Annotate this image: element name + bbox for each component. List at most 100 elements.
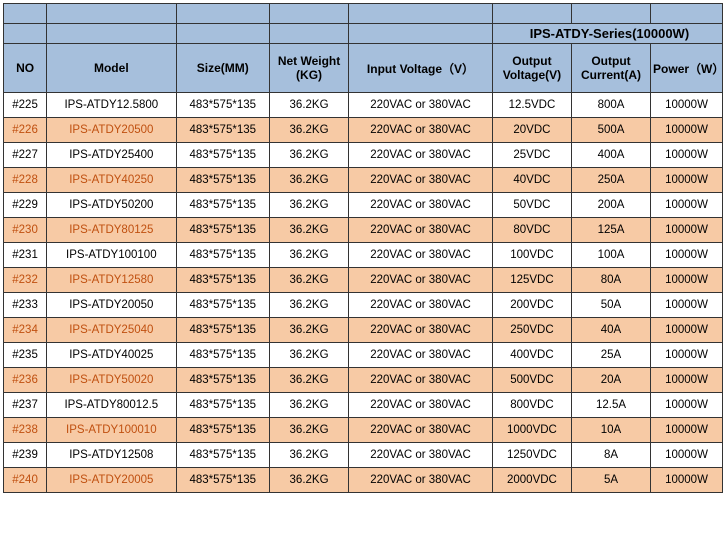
cell-power: 10000W	[651, 93, 723, 118]
cell-output-current: 500A	[571, 118, 650, 143]
cell-no: #228	[4, 168, 47, 193]
cell-model: IPS-ATDY20005	[47, 468, 176, 493]
cell-no: #226	[4, 118, 47, 143]
cell-size: 483*575*135	[176, 243, 269, 268]
cell-model: IPS-ATDY100100	[47, 243, 176, 268]
cell-size: 483*575*135	[176, 218, 269, 243]
cell-output-current: 8A	[571, 443, 650, 468]
table-row: #236IPS-ATDY50020483*575*13536.2KG220VAC…	[4, 368, 723, 393]
cell-weight: 36.2KG	[270, 243, 349, 268]
cell-weight: 36.2KG	[270, 443, 349, 468]
cell-output-current: 12.5A	[571, 393, 650, 418]
cell-size: 483*575*135	[176, 443, 269, 468]
cell-output-voltage: 1250VDC	[492, 443, 571, 468]
cell-no: #235	[4, 343, 47, 368]
cell-weight: 36.2KG	[270, 93, 349, 118]
col-header-input-voltage: Input Voltage（V）	[349, 44, 493, 93]
cell-model: IPS-ATDY40250	[47, 168, 176, 193]
cell-power: 10000W	[651, 368, 723, 393]
cell-no: #229	[4, 193, 47, 218]
cell-weight: 36.2KG	[270, 293, 349, 318]
blank-header-row	[4, 4, 723, 24]
table-row: #234IPS-ATDY25040483*575*13536.2KG220VAC…	[4, 318, 723, 343]
cell-model: IPS-ATDY50200	[47, 193, 176, 218]
cell-power: 10000W	[651, 443, 723, 468]
series-title-row: IPS-ATDY-Series(10000W)	[4, 24, 723, 44]
cell-weight: 36.2KG	[270, 393, 349, 418]
cell-power: 10000W	[651, 193, 723, 218]
cell-size: 483*575*135	[176, 393, 269, 418]
cell-model: IPS-ATDY40025	[47, 343, 176, 368]
col-header-output-current: Output Current(A)	[571, 44, 650, 93]
cell-input-voltage: 220VAC or 380VAC	[349, 218, 493, 243]
col-header-power: Power（W）	[651, 44, 723, 93]
cell-output-current: 80A	[571, 268, 650, 293]
cell-power: 10000W	[651, 393, 723, 418]
cell-no: #240	[4, 468, 47, 493]
cell-weight: 36.2KG	[270, 218, 349, 243]
cell-output-voltage: 40VDC	[492, 168, 571, 193]
col-header-weight: Net Weight (KG)	[270, 44, 349, 93]
cell-model: IPS-ATDY12580	[47, 268, 176, 293]
cell-input-voltage: 220VAC or 380VAC	[349, 293, 493, 318]
table-row: #228IPS-ATDY40250483*575*13536.2KG220VAC…	[4, 168, 723, 193]
cell-size: 483*575*135	[176, 468, 269, 493]
col-header-model: Model	[47, 44, 176, 93]
cell-size: 483*575*135	[176, 143, 269, 168]
cell-no: #232	[4, 268, 47, 293]
cell-output-current: 125A	[571, 218, 650, 243]
cell-output-current: 40A	[571, 318, 650, 343]
cell-size: 483*575*135	[176, 93, 269, 118]
cell-size: 483*575*135	[176, 193, 269, 218]
table-row: #231IPS-ATDY100100483*575*13536.2KG220VA…	[4, 243, 723, 268]
cell-input-voltage: 220VAC or 380VAC	[349, 118, 493, 143]
cell-output-voltage: 250VDC	[492, 318, 571, 343]
cell-size: 483*575*135	[176, 343, 269, 368]
cell-no: #225	[4, 93, 47, 118]
cell-output-voltage: 200VDC	[492, 293, 571, 318]
cell-no: #231	[4, 243, 47, 268]
cell-weight: 36.2KG	[270, 118, 349, 143]
series-title: IPS-ATDY-Series(10000W)	[492, 24, 722, 44]
cell-model: IPS-ATDY12508	[47, 443, 176, 468]
cell-weight: 36.2KG	[270, 268, 349, 293]
cell-model: IPS-ATDY100010	[47, 418, 176, 443]
cell-no: #227	[4, 143, 47, 168]
cell-output-voltage: 800VDC	[492, 393, 571, 418]
cell-input-voltage: 220VAC or 380VAC	[349, 268, 493, 293]
cell-output-voltage: 500VDC	[492, 368, 571, 393]
cell-size: 483*575*135	[176, 418, 269, 443]
cell-model: IPS-ATDY25040	[47, 318, 176, 343]
table-row: #227IPS-ATDY25400483*575*13536.2KG220VAC…	[4, 143, 723, 168]
cell-weight: 36.2KG	[270, 318, 349, 343]
cell-power: 10000W	[651, 118, 723, 143]
cell-input-voltage: 220VAC or 380VAC	[349, 93, 493, 118]
cell-output-current: 800A	[571, 93, 650, 118]
cell-output-current: 100A	[571, 243, 650, 268]
table-body: #225IPS-ATDY12.5800483*575*13536.2KG220V…	[4, 93, 723, 493]
cell-power: 10000W	[651, 418, 723, 443]
cell-no: #233	[4, 293, 47, 318]
cell-size: 483*575*135	[176, 318, 269, 343]
cell-output-current: 10A	[571, 418, 650, 443]
cell-weight: 36.2KG	[270, 193, 349, 218]
cell-power: 10000W	[651, 268, 723, 293]
cell-no: #230	[4, 218, 47, 243]
cell-power: 10000W	[651, 318, 723, 343]
cell-model: IPS-ATDY80125	[47, 218, 176, 243]
cell-model: IPS-ATDY12.5800	[47, 93, 176, 118]
cell-input-voltage: 220VAC or 380VAC	[349, 318, 493, 343]
table-row: #233IPS-ATDY20050483*575*13536.2KG220VAC…	[4, 293, 723, 318]
cell-model: IPS-ATDY20500	[47, 118, 176, 143]
cell-power: 10000W	[651, 218, 723, 243]
cell-input-voltage: 220VAC or 380VAC	[349, 143, 493, 168]
cell-output-voltage: 1000VDC	[492, 418, 571, 443]
cell-power: 10000W	[651, 168, 723, 193]
table-row: #232IPS-ATDY12580483*575*13536.2KG220VAC…	[4, 268, 723, 293]
cell-size: 483*575*135	[176, 118, 269, 143]
cell-output-current: 400A	[571, 143, 650, 168]
spec-table: IPS-ATDY-Series(10000W) NO Model Size(MM…	[3, 3, 723, 493]
cell-input-voltage: 220VAC or 380VAC	[349, 243, 493, 268]
cell-output-current: 50A	[571, 293, 650, 318]
cell-output-current: 250A	[571, 168, 650, 193]
